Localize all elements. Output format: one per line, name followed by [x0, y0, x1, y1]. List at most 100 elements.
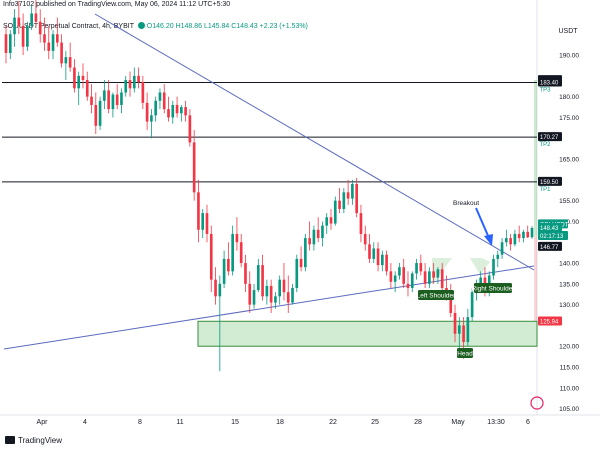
candle-body [299, 258, 303, 268]
candle-body [325, 217, 329, 226]
candle-body [81, 75, 85, 81]
candle-body [522, 231, 525, 239]
price-tag-bg [538, 132, 562, 142]
candle-body [222, 258, 226, 284]
candle-body [517, 233, 521, 239]
price-tick: 115.00 [560, 365, 580, 372]
candle-body [201, 213, 205, 230]
time-tick: 6 [526, 419, 530, 426]
annotation-left-shoulder: Left Shoulder [417, 293, 457, 300]
candle-body [115, 94, 119, 105]
candle-body [346, 192, 350, 199]
level-label-tp1: TP1 [539, 187, 551, 193]
candle-body [227, 258, 230, 272]
price-tag-bg [538, 77, 562, 87]
candle-body [43, 34, 46, 43]
candle-body [68, 57, 72, 68]
market-status-icon [137, 22, 145, 29]
candle-body [124, 80, 128, 93]
candle-body [162, 92, 166, 110]
candle-body [295, 258, 299, 289]
candle-body [21, 25, 25, 47]
annotation-right-shoulder-bg [474, 283, 512, 293]
trading-badge-icon [530, 396, 544, 410]
candle-body [492, 258, 495, 276]
candle-body [496, 254, 500, 259]
candle-body [505, 238, 508, 243]
candle-body [26, 25, 29, 47]
candle-body [368, 244, 371, 259]
candle-body [436, 269, 440, 278]
candle-body [248, 283, 252, 305]
candle-body [167, 109, 170, 118]
candle-body [278, 279, 282, 297]
candle-body [291, 288, 294, 303]
candle-body [333, 200, 337, 224]
support-zone [197, 320, 538, 347]
price-tick: 155.00 [559, 198, 579, 205]
candle-body [38, 21, 42, 35]
price-tick: 175.00 [559, 115, 579, 122]
pattern-shading [432, 258, 490, 285]
price-tag: 148.43 [540, 226, 559, 232]
candle-body [171, 104, 175, 118]
candle-body [235, 233, 239, 243]
annotation-head-bg [457, 348, 473, 358]
candle-body [359, 213, 363, 234]
candle-body [150, 115, 153, 122]
price-tick: 180.00 [559, 94, 579, 101]
candle-body [398, 267, 401, 276]
candle-body [17, 17, 21, 26]
price-tick: 190.00 [559, 53, 579, 60]
candle-body [470, 292, 474, 318]
candle-body [120, 92, 123, 105]
candle-body [462, 325, 465, 343]
price-tick: 105.00 [559, 406, 579, 413]
candle-body [321, 225, 324, 239]
target-box [534, 80, 537, 237]
currency-label: USDT [558, 28, 578, 35]
price-tick: 110.00 [560, 385, 580, 392]
breakout-arrow [475, 207, 490, 239]
candle-body [338, 200, 341, 209]
ascending-trendline [3, 265, 535, 350]
price-tag: 146.77 [540, 245, 559, 251]
candle-body [4, 34, 8, 53]
candle-body [526, 231, 530, 238]
time-tick: 4 [83, 419, 87, 426]
annotation-head: Head [457, 351, 473, 358]
candle-body [180, 107, 183, 114]
price-tag-bg [538, 176, 562, 186]
candle-body [342, 192, 346, 209]
candle-body [145, 102, 149, 122]
candle-body [286, 292, 290, 303]
candle-body [55, 34, 59, 43]
publisher-line: Info37102 published on TradingView.com, … [3, 1, 231, 8]
annotation-left-shoulder-bg [418, 290, 454, 300]
price-tick: 150.00 [559, 219, 579, 226]
candle-body [137, 75, 140, 83]
candle-body [94, 104, 98, 126]
candle-body [312, 229, 316, 245]
candle-body [64, 57, 68, 64]
candle-body [355, 184, 358, 214]
candle-body [205, 213, 209, 234]
candle-body [466, 317, 470, 343]
candle-body [85, 80, 89, 97]
time-tick: 28 [414, 419, 422, 426]
candle-body [304, 238, 307, 268]
chart-legend: SOL/USDT Perpetual Contract, 4h, BYBIT O… [3, 22, 308, 30]
candle-body [269, 285, 273, 303]
candle-body [393, 275, 397, 282]
candle-body [406, 283, 410, 289]
price-tag-bg [538, 241, 562, 251]
level-label-tp2: TP2 [539, 142, 551, 148]
candle-body [261, 265, 264, 297]
candle-body [410, 273, 414, 289]
price-tag: 125.94 [540, 320, 559, 326]
candle-body [479, 277, 483, 289]
candle-body [209, 233, 213, 280]
candle-body [8, 34, 12, 53]
candle-body [51, 34, 55, 51]
